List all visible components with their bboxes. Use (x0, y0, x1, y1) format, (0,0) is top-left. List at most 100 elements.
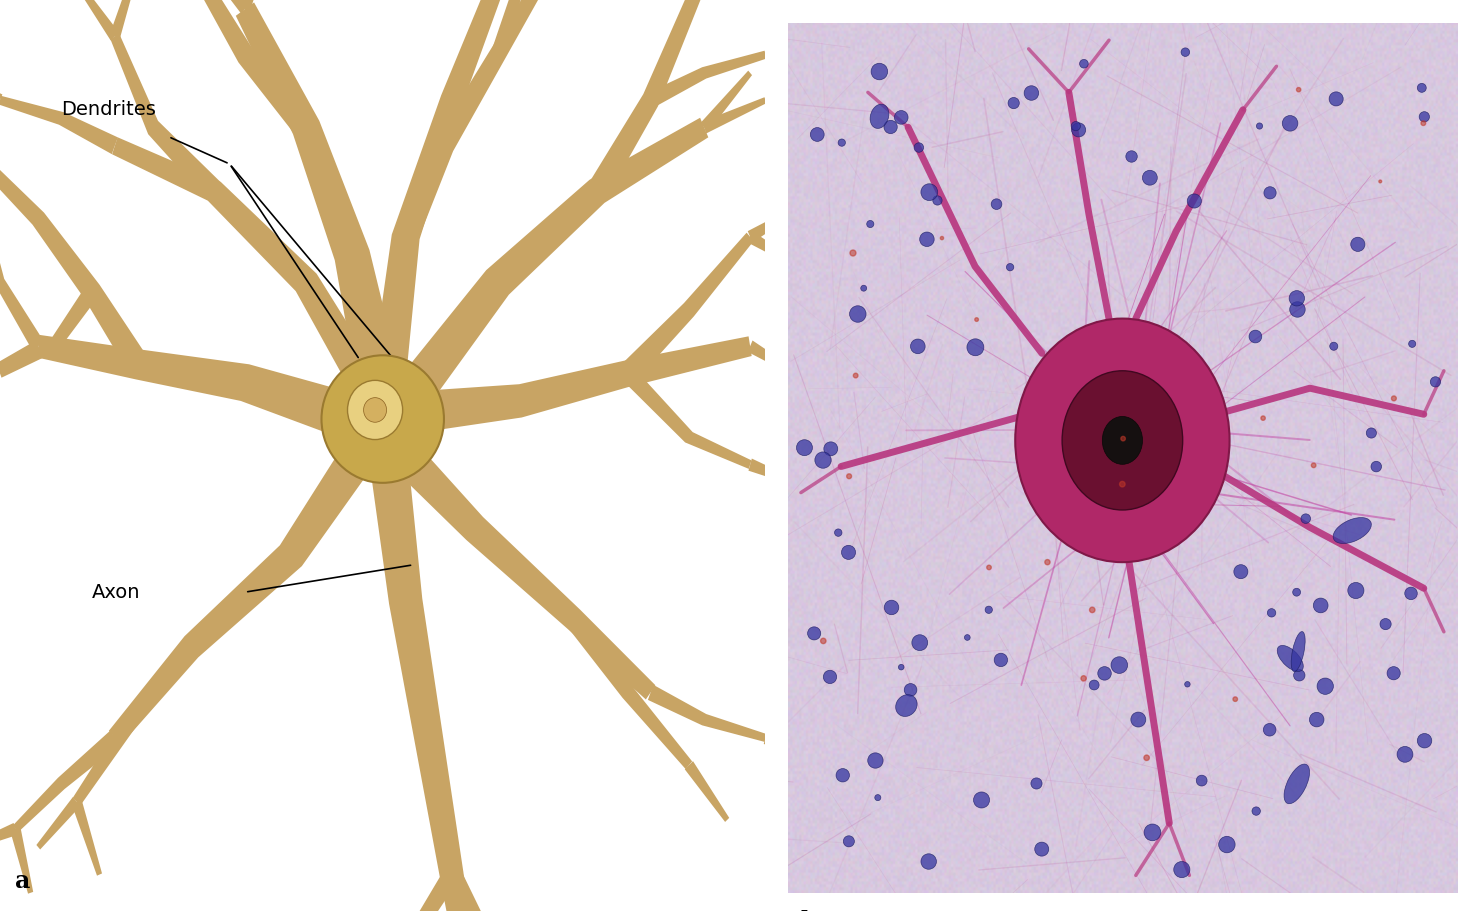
Point (1345, 237, 1369, 251)
Polygon shape (0, 96, 118, 154)
Polygon shape (109, 452, 365, 745)
Text: a: a (15, 869, 31, 893)
Point (1285, 302, 1309, 317)
Point (793, 440, 817, 455)
Polygon shape (240, 0, 271, 12)
Point (1400, 336, 1423, 351)
Polygon shape (0, 159, 147, 373)
Polygon shape (648, 685, 767, 742)
Polygon shape (371, 868, 458, 911)
Point (880, 600, 904, 615)
Point (1325, 92, 1348, 107)
Point (852, 281, 876, 295)
Point (1278, 116, 1301, 130)
Point (1287, 82, 1310, 97)
Point (1373, 617, 1397, 631)
Point (1313, 679, 1337, 693)
Point (955, 630, 979, 645)
Polygon shape (443, 868, 540, 911)
Ellipse shape (347, 381, 403, 439)
Point (1288, 668, 1312, 682)
Point (818, 442, 842, 456)
Point (1036, 555, 1060, 569)
Polygon shape (748, 341, 798, 376)
Point (1423, 374, 1447, 389)
Point (916, 232, 939, 247)
Ellipse shape (321, 355, 445, 483)
Text: Dendrites: Dendrites (62, 100, 156, 118)
Point (836, 545, 860, 559)
Ellipse shape (1334, 517, 1372, 544)
Point (964, 312, 988, 327)
Point (838, 834, 861, 849)
Point (1259, 722, 1282, 737)
Point (1170, 863, 1194, 877)
Ellipse shape (1278, 646, 1303, 671)
Polygon shape (37, 335, 334, 432)
Point (1176, 677, 1200, 691)
Point (1030, 842, 1054, 856)
Point (1382, 391, 1406, 405)
Point (1189, 773, 1213, 788)
Point (1173, 45, 1197, 59)
Point (964, 340, 988, 354)
Point (1248, 118, 1272, 133)
Polygon shape (623, 366, 752, 469)
Point (1301, 458, 1325, 473)
Point (977, 560, 1001, 575)
Point (1092, 666, 1116, 681)
Point (930, 230, 954, 245)
Point (998, 260, 1022, 274)
Point (1360, 425, 1384, 440)
Point (805, 128, 829, 142)
Polygon shape (205, 0, 249, 14)
Polygon shape (701, 71, 752, 132)
Point (1382, 666, 1406, 681)
Polygon shape (37, 797, 81, 849)
Ellipse shape (870, 104, 889, 128)
Point (1309, 599, 1332, 613)
Polygon shape (0, 823, 18, 850)
Point (867, 65, 891, 79)
Polygon shape (702, 97, 767, 134)
Point (1369, 174, 1393, 189)
Point (1344, 583, 1367, 598)
Point (1138, 170, 1161, 185)
Point (1111, 431, 1135, 445)
Ellipse shape (1063, 371, 1182, 510)
Point (1072, 56, 1095, 71)
Point (864, 753, 888, 768)
Ellipse shape (895, 695, 917, 716)
Point (970, 793, 994, 807)
Point (818, 670, 842, 684)
Point (1120, 149, 1144, 164)
Polygon shape (684, 762, 729, 822)
Polygon shape (492, 0, 539, 57)
Point (846, 307, 870, 322)
Polygon shape (10, 827, 34, 894)
Polygon shape (110, 34, 221, 200)
Point (866, 791, 889, 805)
Ellipse shape (364, 397, 387, 422)
Ellipse shape (1016, 319, 1229, 562)
Point (1260, 606, 1284, 620)
Point (1064, 118, 1088, 133)
Polygon shape (374, 0, 505, 367)
Polygon shape (394, 0, 556, 243)
Polygon shape (187, 0, 315, 138)
Point (1413, 109, 1437, 124)
Point (1135, 751, 1158, 765)
Text: Axon: Axon (91, 583, 140, 601)
Polygon shape (112, 138, 372, 384)
Point (1413, 733, 1437, 748)
Polygon shape (0, 70, 3, 106)
Polygon shape (434, 336, 752, 430)
Point (1067, 123, 1091, 138)
Point (1082, 678, 1105, 692)
Point (1294, 511, 1317, 526)
Point (899, 682, 923, 697)
Point (985, 197, 1008, 211)
Point (889, 110, 913, 125)
Point (917, 185, 941, 200)
Point (1304, 712, 1328, 727)
